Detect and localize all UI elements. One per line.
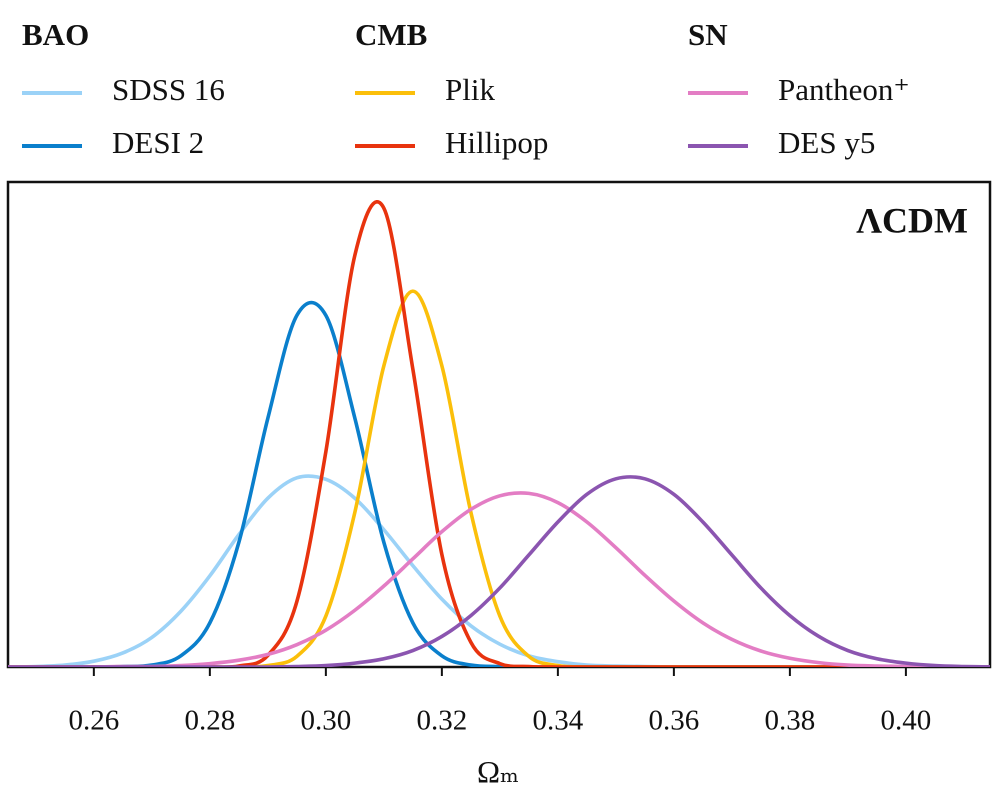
density-curve xyxy=(8,491,990,667)
legend-label: SDSS 16 xyxy=(112,72,225,107)
x-tick-label: 0.28 xyxy=(184,705,235,737)
density-curve xyxy=(8,474,990,667)
density-curve xyxy=(8,475,990,667)
legend-label: Pantheon⁺ xyxy=(778,72,910,107)
curves xyxy=(8,200,990,667)
density-curve xyxy=(8,300,990,667)
legend-group-title: BAO xyxy=(22,17,89,52)
density-curve xyxy=(8,200,990,667)
x-tick-label: 0.26 xyxy=(68,705,119,737)
x-tick-label: 0.36 xyxy=(649,705,700,737)
annotation: ΛCDM xyxy=(856,200,968,240)
legend-label: DESI 2 xyxy=(112,125,204,160)
legend-label: DES y5 xyxy=(778,125,875,160)
legend-group-title: SN xyxy=(688,17,728,52)
x-tick-label: 0.34 xyxy=(532,705,583,737)
density-curve xyxy=(8,289,990,667)
x-tick-label: 0.32 xyxy=(416,705,467,737)
x-tick-label: 0.40 xyxy=(881,705,932,737)
x-tick-label: 0.38 xyxy=(765,705,816,737)
x-tick-label: 0.30 xyxy=(300,705,351,737)
legend-label: Hillipop xyxy=(445,125,548,160)
legend-label: Plik xyxy=(445,72,495,107)
legend-group-title: CMB xyxy=(355,17,427,52)
plot-frame xyxy=(6,180,992,669)
x-axis-label: Ωₘ xyxy=(477,754,519,789)
